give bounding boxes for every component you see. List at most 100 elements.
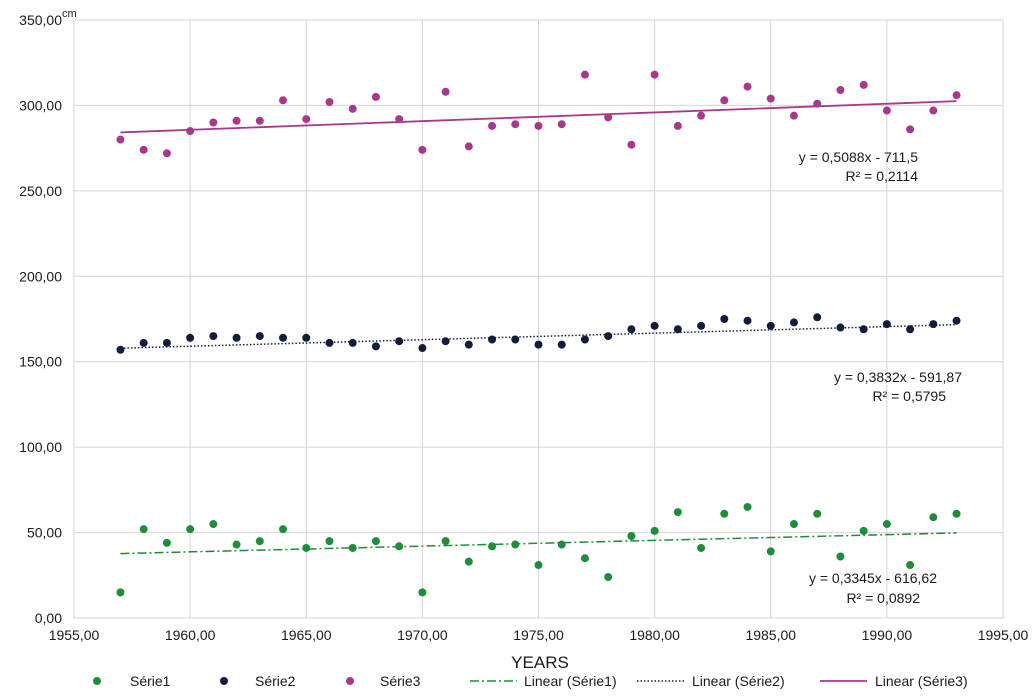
data-point-serie3: [348, 104, 357, 113]
axis-layer: cm YEARS 1955,00 1960,00 1965,00 1970,00 197…: [19, 8, 1028, 672]
data-point-serie1: [952, 509, 961, 518]
data-point-serie1: [255, 537, 264, 546]
data-point-serie3: [673, 121, 682, 130]
series-serie1: [116, 502, 961, 597]
legend-item-linear-serie3[interactable]: Linear (Série3): [820, 673, 968, 689]
data-point-serie2: [859, 325, 868, 334]
series-serie2: [116, 313, 961, 354]
y-tick-label: 100,00: [19, 439, 62, 455]
data-point-serie1: [580, 554, 589, 563]
x-tick-label: 1995,00: [978, 627, 1029, 643]
data-point-serie3: [859, 80, 868, 89]
data-point-serie2: [186, 333, 195, 342]
data-point-serie1: [697, 543, 706, 552]
data-point-serie2: [789, 318, 798, 327]
data-point-serie2: [766, 321, 775, 330]
legend: Série1 Série2 Série3 Linear (Série1) Lin…: [93, 673, 968, 689]
data-point-serie1: [836, 552, 845, 561]
data-point-serie3: [906, 125, 915, 134]
x-axis-title: YEARS: [511, 653, 569, 672]
x-tick-label: 1975,00: [513, 627, 564, 643]
data-point-serie1: [789, 520, 798, 529]
grid-layer: [73, 19, 1004, 619]
data-point-serie3: [511, 120, 520, 129]
x-tick-label: 1980,00: [629, 627, 680, 643]
data-point-serie2: [348, 338, 357, 347]
data-point-serie3: [325, 98, 334, 107]
data-point-serie2: [673, 325, 682, 334]
data-point-serie2: [232, 333, 241, 342]
series-serie3: [116, 70, 961, 158]
data-point-serie3: [488, 121, 497, 130]
data-point-serie3: [418, 145, 427, 154]
legend-item-linear-serie1[interactable]: Linear (Série1): [470, 673, 617, 689]
data-point-serie3: [441, 87, 450, 96]
data-point-serie1: [929, 513, 938, 522]
y-tick-label: 300,00: [19, 97, 62, 113]
trendline-serie1: [120, 532, 957, 555]
legend-marker-serie3: [346, 677, 354, 685]
x-tick-label: 1990,00: [862, 627, 913, 643]
data-point-serie3: [302, 115, 311, 124]
trendline-r2-serie2: R² = 0,5795: [872, 388, 946, 404]
data-point-serie2: [511, 335, 520, 344]
data-point-serie1: [162, 538, 171, 547]
data-point-serie1: [279, 525, 288, 534]
data-point-serie1: [766, 547, 775, 556]
data-point-serie2: [488, 335, 497, 344]
data-point-serie3: [697, 111, 706, 120]
data-point-serie1: [627, 531, 636, 540]
data-point-serie1: [557, 540, 566, 549]
x-tick-label: 1955,00: [49, 627, 100, 643]
legend-item-serie2[interactable]: Série2: [220, 673, 296, 689]
data-point-serie3: [720, 96, 729, 105]
data-point-serie2: [534, 340, 543, 349]
data-point-serie2: [650, 321, 659, 330]
legend-label-serie2: Série2: [255, 673, 296, 689]
data-point-serie2: [464, 340, 473, 349]
data-point-serie1: [232, 540, 241, 549]
data-point-serie1: [395, 542, 404, 551]
data-point-serie1: [139, 525, 148, 534]
data-point-serie3: [766, 94, 775, 103]
data-point-serie3: [557, 120, 566, 129]
data-point-serie2: [557, 340, 566, 349]
y-tick-label: 150,00: [19, 354, 62, 370]
data-point-serie2: [255, 332, 264, 341]
trendline-equation-serie2: y = 0,3832x - 591,87: [834, 369, 962, 385]
data-point-serie3: [232, 116, 241, 125]
y-tick-label: 50,00: [27, 525, 62, 541]
data-point-serie1: [441, 537, 450, 546]
legend-label-serie1: Série1: [130, 673, 171, 689]
trendline-equation-serie1: y = 0,3345x - 616,62: [809, 570, 937, 586]
legend-marker-serie1: [93, 677, 101, 685]
trendline-serie2: [120, 323, 957, 349]
data-point-serie1: [371, 537, 380, 546]
data-point-serie2: [836, 323, 845, 332]
data-point-serie1: [650, 526, 659, 535]
data-point-serie1: [209, 520, 218, 529]
data-point-serie3: [650, 70, 659, 79]
data-point-serie2: [604, 332, 613, 341]
data-point-serie3: [743, 82, 752, 91]
data-point-serie1: [116, 588, 125, 597]
data-point-serie1: [720, 509, 729, 518]
legend-item-linear-serie2[interactable]: Linear (Série2): [637, 673, 785, 689]
data-point-serie3: [186, 127, 195, 136]
legend-label-serie3: Série3: [380, 673, 421, 689]
legend-item-serie3[interactable]: Série3: [346, 673, 421, 689]
data-point-serie2: [441, 337, 450, 346]
equation-layer: y = 0,5088x - 711,5 R² = 0,2114 y = 0,38…: [799, 149, 962, 606]
y-tick-label: 350,00: [19, 12, 62, 28]
data-point-serie3: [604, 113, 613, 122]
legend-item-serie1[interactable]: Série1: [93, 673, 171, 689]
data-point-serie3: [279, 96, 288, 105]
data-point-serie2: [279, 333, 288, 342]
data-point-serie2: [743, 316, 752, 325]
data-point-serie2: [139, 338, 148, 347]
data-point-serie3: [929, 106, 938, 115]
legend-label-linear-serie3: Linear (Série3): [875, 673, 968, 689]
data-point-serie2: [627, 325, 636, 334]
legend-marker-serie2: [220, 677, 228, 685]
data-point-serie2: [371, 342, 380, 351]
